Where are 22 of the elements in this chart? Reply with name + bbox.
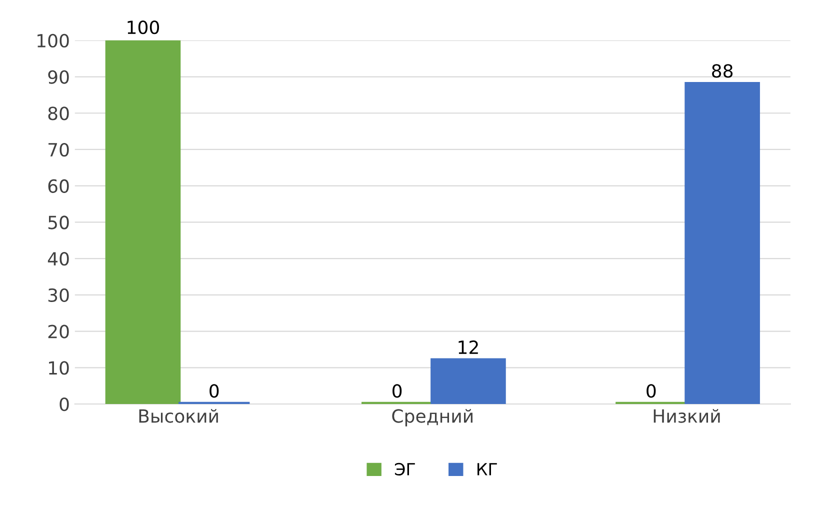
y-tick-label: 100 xyxy=(38,34,69,48)
y-tick-label: 80 xyxy=(48,106,69,120)
legend-label: ЭГ xyxy=(394,462,415,476)
data-label: 0 xyxy=(646,384,656,398)
data-label: 0 xyxy=(392,384,402,398)
y-tick-label: 40 xyxy=(48,252,69,266)
data-label: 12 xyxy=(458,340,478,354)
legend-label: КГ xyxy=(478,463,497,476)
y-tick-label: 20 xyxy=(48,324,69,338)
x-tick-label: Высокий xyxy=(139,408,218,423)
y-tick-label: 70 xyxy=(48,142,69,157)
data-label: 88 xyxy=(712,64,733,78)
y-tick-label: 10 xyxy=(49,361,69,375)
y-tick-label: 50 xyxy=(48,216,69,230)
data-label: 100 xyxy=(128,20,160,34)
y-tick-label: 60 xyxy=(48,179,69,193)
y-tick-label: 0 xyxy=(60,397,69,412)
data-label: 0 xyxy=(210,384,219,398)
y-tick-label: 90 xyxy=(48,70,69,84)
y-tick-label: 30 xyxy=(48,288,69,302)
x-tick-label: Средний xyxy=(392,408,472,426)
x-tick-label: Низкий xyxy=(654,408,720,423)
